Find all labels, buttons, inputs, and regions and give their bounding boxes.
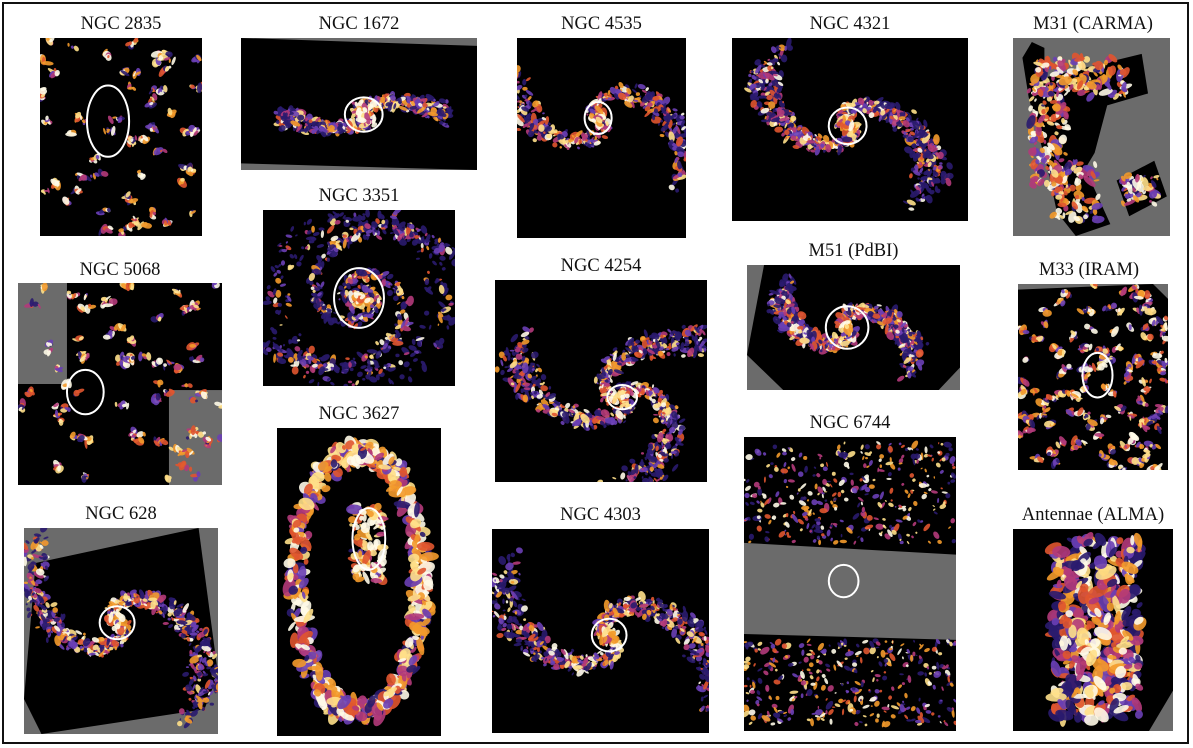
galaxy-map	[1013, 38, 1170, 236]
panel-title: NGC 4303	[560, 505, 641, 525]
panel-ngc1672: NGC 1672	[241, 14, 477, 170]
galaxy-map	[747, 265, 960, 390]
panel-title: NGC 2835	[80, 14, 162, 34]
aperture-ellipse	[65, 368, 105, 416]
emission-map	[492, 529, 709, 733]
galaxy-map	[277, 428, 441, 736]
panel-antennae: Antennae (ALMA)	[1005, 505, 1181, 731]
aperture-ellipse	[827, 563, 860, 599]
emission-map	[747, 265, 960, 390]
galaxy-map	[517, 38, 686, 238]
emission-map	[277, 428, 441, 736]
galaxy-map	[1013, 529, 1173, 731]
emission-map	[732, 38, 968, 221]
aperture-ellipse	[98, 605, 136, 641]
aperture-ellipse	[333, 267, 385, 329]
panel-title: M51 (PdBI)	[808, 241, 899, 261]
galaxy-map	[744, 437, 956, 731]
panel-m51: M51 (PdBI)	[747, 241, 960, 390]
panel-title: NGC 4321	[809, 14, 891, 34]
panel-ngc4321: NGC 4321	[732, 14, 968, 221]
aperture-ellipse	[827, 106, 868, 146]
panel-m33: M33 (IRAM)	[1008, 260, 1170, 470]
galaxy-map	[732, 38, 968, 221]
panel-title: NGC 6744	[809, 413, 891, 433]
panel-title: NGC 5068	[79, 260, 161, 280]
galaxy-map	[263, 210, 455, 386]
galaxy-map	[1018, 284, 1168, 470]
panel-title: NGC 1672	[318, 14, 400, 34]
galaxy-map	[18, 283, 222, 485]
aperture-ellipse	[85, 84, 131, 158]
emission-map	[18, 283, 222, 485]
panel-ngc3627: NGC 3627	[277, 404, 441, 736]
aperture-ellipse	[824, 305, 870, 350]
aperture-ellipse	[351, 507, 387, 571]
panel-ngc3351: NGC 3351	[263, 186, 455, 386]
panel-title: Antennae (ALMA)	[1021, 505, 1165, 525]
galaxy-map	[40, 38, 202, 236]
aperture-ellipse	[606, 384, 639, 411]
panel-title: NGC 4254	[560, 256, 642, 276]
panel-ngc628: NGC 628	[24, 504, 218, 734]
panel-ngc2835: NGC 2835	[40, 14, 202, 236]
galaxy-map	[492, 529, 709, 733]
emission-map	[744, 437, 956, 731]
emission-map	[263, 210, 455, 386]
panel-title: NGC 4535	[561, 14, 642, 34]
galaxy-map	[495, 280, 707, 482]
panel-ngc4535: NGC 4535	[517, 14, 686, 238]
aperture-ellipse	[343, 96, 384, 133]
panel-ngc4254: NGC 4254	[495, 256, 707, 482]
emission-map	[1018, 284, 1168, 470]
panel-title: NGC 628	[85, 504, 157, 524]
panel-title: M33 (IRAM)	[1038, 260, 1140, 280]
panel-title: M31 (CARMA)	[1033, 14, 1153, 34]
panel-title: NGC 3351	[318, 186, 400, 206]
aperture-ellipse	[1081, 351, 1114, 399]
emission-map	[40, 38, 202, 236]
emission-map	[24, 528, 218, 734]
emission-map	[241, 38, 477, 170]
aperture-ellipse	[590, 617, 628, 653]
emission-map	[1013, 38, 1170, 236]
galaxy-map	[241, 38, 477, 170]
aperture-ellipse	[583, 101, 613, 135]
galaxy-map	[24, 528, 218, 734]
emission-map	[517, 38, 686, 238]
panel-ngc4303: NGC 4303	[492, 505, 709, 733]
panel-title: NGC 3627	[318, 404, 400, 424]
emission-map	[1013, 529, 1173, 731]
panel-ngc6744: NGC 6744	[744, 413, 956, 731]
panel-ngc5068: NGC 5068	[18, 260, 222, 485]
panel-m31: M31 (CARMA)	[1005, 14, 1181, 236]
emission-map	[495, 280, 707, 482]
